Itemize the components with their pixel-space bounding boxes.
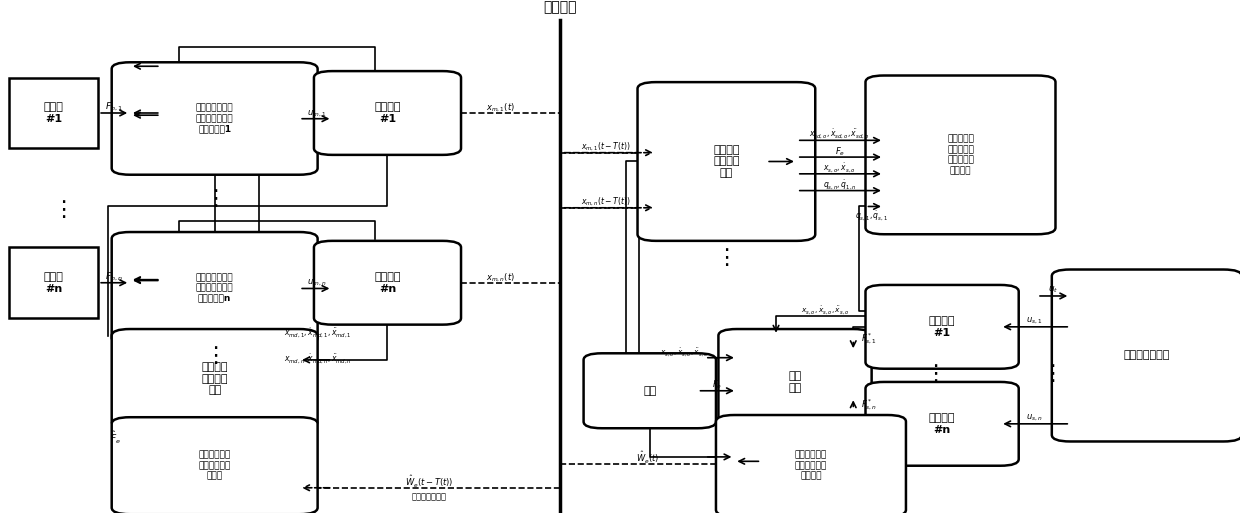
Text: 从机器人
#n: 从机器人 #n <box>929 413 955 435</box>
Text: $F_e$: $F_e$ <box>835 146 844 158</box>
FancyBboxPatch shape <box>9 77 98 148</box>
FancyBboxPatch shape <box>9 247 98 318</box>
Text: $x_{s,o},\dot{x}_{s,o}$: $x_{s,o},\dot{x}_{s,o}$ <box>823 162 856 175</box>
FancyBboxPatch shape <box>637 82 815 241</box>
Text: 基于径向基神
经网络的环境
力重构: 基于径向基神 经网络的环境 力重构 <box>198 451 231 481</box>
FancyBboxPatch shape <box>1052 269 1240 442</box>
Text: $u_t$: $u_t$ <box>1048 285 1058 295</box>
Text: 基于径向基神经
网络的自适应滑
模主控制器n: 基于径向基神经 网络的自适应滑 模主控制器n <box>196 273 233 303</box>
Text: ⋮: ⋮ <box>203 346 226 366</box>
FancyBboxPatch shape <box>314 241 461 325</box>
Text: $\hat{W}_e(t)$: $\hat{W}_e(t)$ <box>636 450 658 466</box>
Text: 操作者
#1: 操作者 #1 <box>43 102 63 124</box>
Text: $F_{s,1}^*$: $F_{s,1}^*$ <box>861 331 877 346</box>
FancyBboxPatch shape <box>112 232 317 344</box>
Text: $\hat{W}_e(t-T(t))$: $\hat{W}_e(t-T(t))$ <box>405 473 454 489</box>
Text: ⋮: ⋮ <box>203 189 226 209</box>
Text: $q_{s,n},\dot{q}_{1,n}$: $q_{s,n},\dot{q}_{1,n}$ <box>823 179 857 192</box>
Text: 操作者
#n: 操作者 #n <box>43 272 63 293</box>
Text: $F_e$: $F_e$ <box>712 379 722 391</box>
Text: $u_{s,n}$: $u_{s,n}$ <box>1027 413 1043 423</box>
Text: $x_{m,1}(t)$: $x_{m,1}(t)$ <box>486 102 515 114</box>
Text: 基于径向基神经
网络的自适应滑
模主控制器1: 基于径向基神经 网络的自适应滑 模主控制器1 <box>196 104 233 133</box>
Text: 协同力分配算法: 协同力分配算法 <box>1123 350 1171 361</box>
Text: $q_{s,1},\dot{q}_{s,1}$: $q_{s,1},\dot{q}_{s,1}$ <box>856 210 888 224</box>
Text: 基于径向基神
经网络的环境
参数估计: 基于径向基神 经网络的环境 参数估计 <box>795 451 827 481</box>
Text: $F_{h,n}$: $F_{h,n}$ <box>105 270 123 283</box>
Text: $F_{h,1}$: $F_{h,1}$ <box>105 101 123 113</box>
FancyBboxPatch shape <box>112 417 317 513</box>
Text: 通信通道: 通信通道 <box>543 0 577 14</box>
Text: $x_{s,o},\dot{x}_{s,o},\ddot{x}_{s,o}$: $x_{s,o},\dot{x}_{s,o},\ddot{x}_{s,o}$ <box>801 305 849 317</box>
Text: $u_{s,1}$: $u_{s,1}$ <box>1027 316 1043 326</box>
Text: 主机器人
的轨迹生
成器: 主机器人 的轨迹生 成器 <box>201 362 228 395</box>
Text: $x_{md,n},\dot{x}_{md,n},\ddot{x}_{md,n}$: $x_{md,n},\dot{x}_{md,n},\ddot{x}_{md,n}… <box>284 353 352 366</box>
FancyBboxPatch shape <box>112 62 317 175</box>
FancyBboxPatch shape <box>314 71 461 155</box>
Text: ⋮: ⋮ <box>924 364 946 384</box>
Text: $F_{s,n}^*$: $F_{s,n}^*$ <box>861 398 877 412</box>
Text: ⋮: ⋮ <box>1040 364 1063 384</box>
FancyBboxPatch shape <box>866 75 1055 234</box>
Text: $x_{m,n}(t-T(t))$: $x_{m,n}(t-T(t))$ <box>580 196 630 208</box>
Text: 基于径向基
神经网络的
自适应滑模
从控制器: 基于径向基 神经网络的 自适应滑模 从控制器 <box>947 135 973 175</box>
Text: ⋮: ⋮ <box>52 200 74 220</box>
FancyBboxPatch shape <box>866 285 1019 369</box>
Text: 从机器人
的轨迹生
成器: 从机器人 的轨迹生 成器 <box>713 145 739 178</box>
Text: $u_{m,n}$: $u_{m,n}$ <box>306 278 326 288</box>
Text: $\hat{F}_e$: $\hat{F}_e$ <box>110 430 120 446</box>
Text: 环境: 环境 <box>644 386 656 396</box>
Text: 从机器人
#1: 从机器人 #1 <box>929 316 955 338</box>
Text: ⋮: ⋮ <box>714 248 737 268</box>
FancyBboxPatch shape <box>718 329 872 435</box>
Text: 主机器人
#n: 主机器人 #n <box>374 272 401 293</box>
Text: $u_{m,1}$: $u_{m,1}$ <box>306 108 326 119</box>
FancyBboxPatch shape <box>866 382 1019 466</box>
Text: $x_{md,1},\dot{x}_{md,1},\ddot{x}_{md,1}$: $x_{md,1},\dot{x}_{md,1},\ddot{x}_{md,1}… <box>284 327 352 340</box>
FancyBboxPatch shape <box>584 353 715 428</box>
Text: 主机器人
#1: 主机器人 #1 <box>374 102 401 124</box>
FancyBboxPatch shape <box>112 329 317 428</box>
FancyBboxPatch shape <box>715 415 906 513</box>
Text: $x_{m,n}(t)$: $x_{m,n}(t)$ <box>486 271 515 284</box>
Text: $x_{m,1}(t-T(t))$: $x_{m,1}(t-T(t))$ <box>580 141 630 153</box>
Text: $x_{s,o},\dot{x}_{s,o},\ddot{x}_{s,o}$: $x_{s,o},\dot{x}_{s,o},\ddot{x}_{s,o}$ <box>660 346 708 358</box>
Text: 非功率信号传输: 非功率信号传输 <box>412 492 446 501</box>
Text: 目标
物体: 目标 物体 <box>789 371 801 393</box>
Text: $x_{sd,o},\dot{x}_{sd,o},\ddot{x}_{sd,o}$: $x_{sd,o},\dot{x}_{sd,o},\ddot{x}_{sd,o}… <box>810 128 870 141</box>
